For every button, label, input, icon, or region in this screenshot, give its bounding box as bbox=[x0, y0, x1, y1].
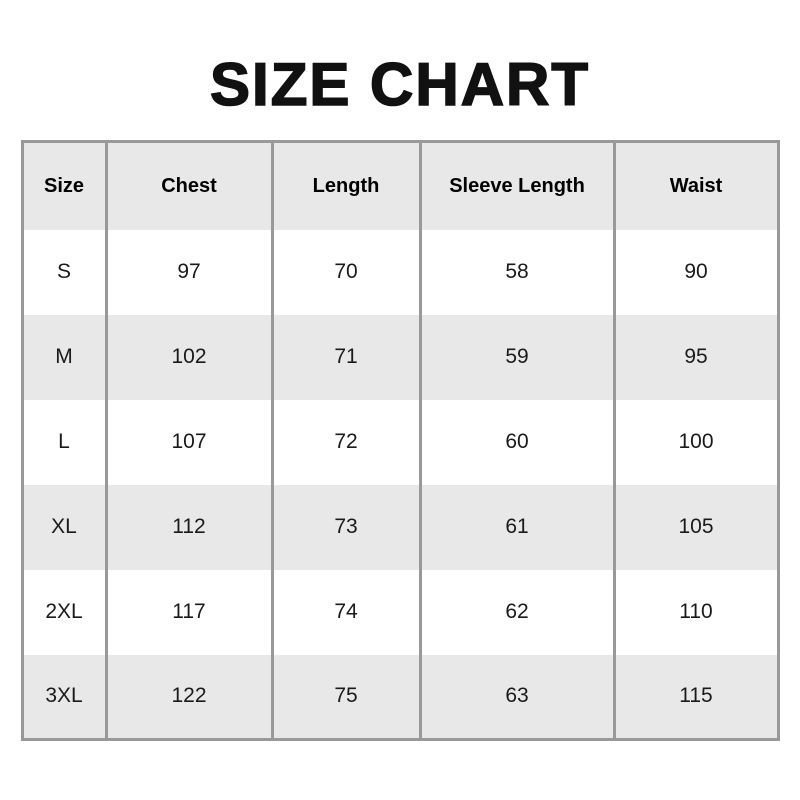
table-cell: 74 bbox=[270, 569, 420, 655]
table-row: 3XL 122 75 63 115 bbox=[22, 654, 778, 740]
table-cell: 61 bbox=[418, 484, 614, 570]
table-cell: 58 bbox=[418, 229, 614, 315]
page-title: SIZE CHART bbox=[209, 51, 590, 119]
table-row: 2XL 117 74 62 110 bbox=[22, 569, 778, 655]
table-cell: 3XL bbox=[22, 654, 106, 740]
table-header-cell: Chest bbox=[104, 141, 272, 230]
table-header-row: Size Chest Length Sleeve Length Waist bbox=[22, 141, 778, 230]
table-cell: 107 bbox=[104, 399, 272, 485]
table-cell: 112 bbox=[104, 484, 272, 570]
table-header-cell: Sleeve Length bbox=[418, 141, 614, 230]
table-cell: 122 bbox=[104, 654, 272, 740]
table-header-cell: Waist bbox=[612, 141, 778, 230]
table-row: L 107 72 60 100 bbox=[22, 399, 778, 485]
table-row: XL 112 73 61 105 bbox=[22, 484, 778, 570]
table-cell: L bbox=[22, 399, 106, 485]
table-cell: 102 bbox=[104, 314, 272, 400]
size-chart-table: Size Chest Length Sleeve Length Waist S 97 70 5… bbox=[20, 140, 780, 741]
table-cell: M bbox=[22, 314, 106, 400]
table-cell: 117 bbox=[104, 569, 272, 655]
table-row: M 102 71 59 95 bbox=[22, 314, 778, 400]
table-cell: 62 bbox=[418, 569, 614, 655]
table-header-cell: Size bbox=[22, 141, 106, 230]
table-cell: XL bbox=[22, 484, 106, 570]
table-cell: 2XL bbox=[22, 569, 106, 655]
table-cell: 60 bbox=[418, 399, 614, 485]
table-header-cell: Length bbox=[270, 141, 420, 230]
table-header: Size Chest Length Sleeve Length Waist bbox=[22, 141, 778, 230]
table-cell: 105 bbox=[612, 484, 778, 570]
table-cell: 100 bbox=[612, 399, 778, 485]
table-row: S 97 70 58 90 bbox=[22, 229, 778, 315]
table-cell: S bbox=[22, 229, 106, 315]
table-cell: 63 bbox=[418, 654, 614, 740]
table-cell: 90 bbox=[612, 229, 778, 315]
table-body: S 97 70 58 90 M 102 71 59 95 L 107 72 60 100 XL 112 73 61 1… bbox=[22, 229, 778, 740]
table-cell: 71 bbox=[270, 314, 420, 400]
table-cell: 59 bbox=[418, 314, 614, 400]
table-cell: 70 bbox=[270, 229, 420, 315]
table-cell: 115 bbox=[612, 654, 778, 740]
table-cell: 75 bbox=[270, 654, 420, 740]
table-cell: 72 bbox=[270, 399, 420, 485]
table-cell: 95 bbox=[612, 314, 778, 400]
table-cell: 97 bbox=[104, 229, 272, 315]
table-cell: 110 bbox=[612, 569, 778, 655]
table-cell: 73 bbox=[270, 484, 420, 570]
